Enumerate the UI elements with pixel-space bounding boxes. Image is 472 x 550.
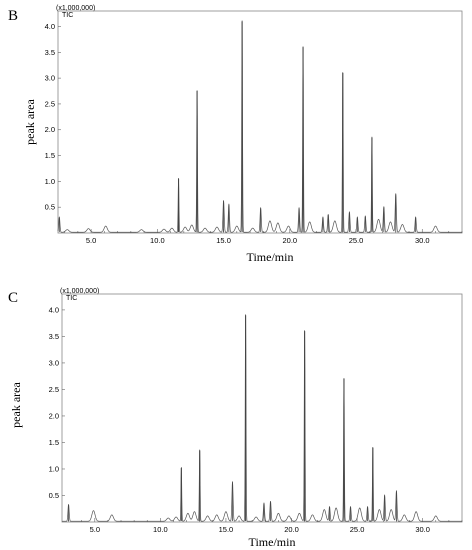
x-tick-label: 25.0: [350, 525, 365, 534]
x-tick-label: 30.0: [415, 236, 430, 245]
y-tick-label: 2.5: [49, 385, 59, 394]
scale-note: (x1,000,000): [56, 5, 95, 12]
x-axis-ticks: 5.0 10.0 15.0 20.0 25.0 30.0: [64, 229, 463, 245]
x-tick-label: 10.0: [153, 525, 168, 534]
tic-trace: [62, 314, 462, 522]
x-tick-label: 15.0: [216, 236, 231, 245]
x-tick-label: 25.0: [349, 236, 364, 245]
y-axis-ticks: 0.5 1.0 1.5 2.0 2.5 3.0 3.5 4.0: [45, 22, 61, 212]
panel-label: C: [8, 290, 18, 306]
plot-frame: [57, 10, 463, 234]
x-tick-label: 5.0: [90, 525, 100, 534]
tic-trace: [57, 20, 462, 233]
x-tick-label: 20.0: [282, 236, 297, 245]
y-tick-label: 2.0: [49, 411, 59, 420]
y-tick-label: 4.0: [45, 22, 55, 31]
y-tick-label: 3.5: [49, 332, 59, 341]
x-tick-label: 20.0: [284, 525, 299, 534]
x-tick-label: 5.0: [86, 236, 96, 245]
y-axis-ticks: 0.5 1.0 1.5 2.0 2.5 3.0 3.5 4.0: [49, 305, 65, 500]
y-tick-label: 2.0: [45, 125, 55, 134]
y-tick-label: 3.0: [45, 74, 55, 83]
y-tick-label: 0.5: [49, 491, 59, 500]
chromatogram-panel-c: C (x1,000,000) TIC 0.5 1.0 1.5 2.0 2.5 3.0 3.5…: [8, 288, 463, 549]
x-axis-label: Time/min: [249, 535, 296, 549]
y-tick-label: 1.0: [49, 464, 59, 473]
scale-note: (x1,000,000): [60, 288, 99, 295]
y-tick-label: 3.0: [49, 358, 59, 367]
y-tick-label: 4.0: [49, 305, 59, 314]
y-tick-label: 1.5: [49, 438, 59, 447]
x-axis-label: Time/min: [247, 250, 294, 264]
x-tick-label: 10.0: [150, 236, 165, 245]
y-tick-label: 3.5: [45, 48, 55, 57]
x-tick-label: 30.0: [415, 525, 430, 534]
plot-frame: [61, 293, 463, 523]
x-tick-label: 15.0: [219, 525, 234, 534]
y-axis-label: peak area: [9, 382, 23, 428]
y-tick-label: 0.5: [45, 203, 55, 212]
chromatogram-panel-b: B (x1,000,000) TIC 0.5 1.0 1.5 2.0 2.5 3.0 3.5…: [8, 5, 463, 264]
y-tick-label: 1.0: [45, 177, 55, 186]
y-axis-label: peak area: [23, 99, 37, 145]
trace-label: TIC: [66, 295, 77, 302]
x-axis-ticks: 5.0 10.0 15.0 20.0 25.0 30.0: [68, 518, 463, 534]
y-tick-label: 1.5: [45, 151, 55, 160]
trace-label: TIC: [62, 12, 73, 19]
y-tick-label: 2.5: [45, 99, 55, 108]
panel-label: B: [8, 8, 18, 24]
